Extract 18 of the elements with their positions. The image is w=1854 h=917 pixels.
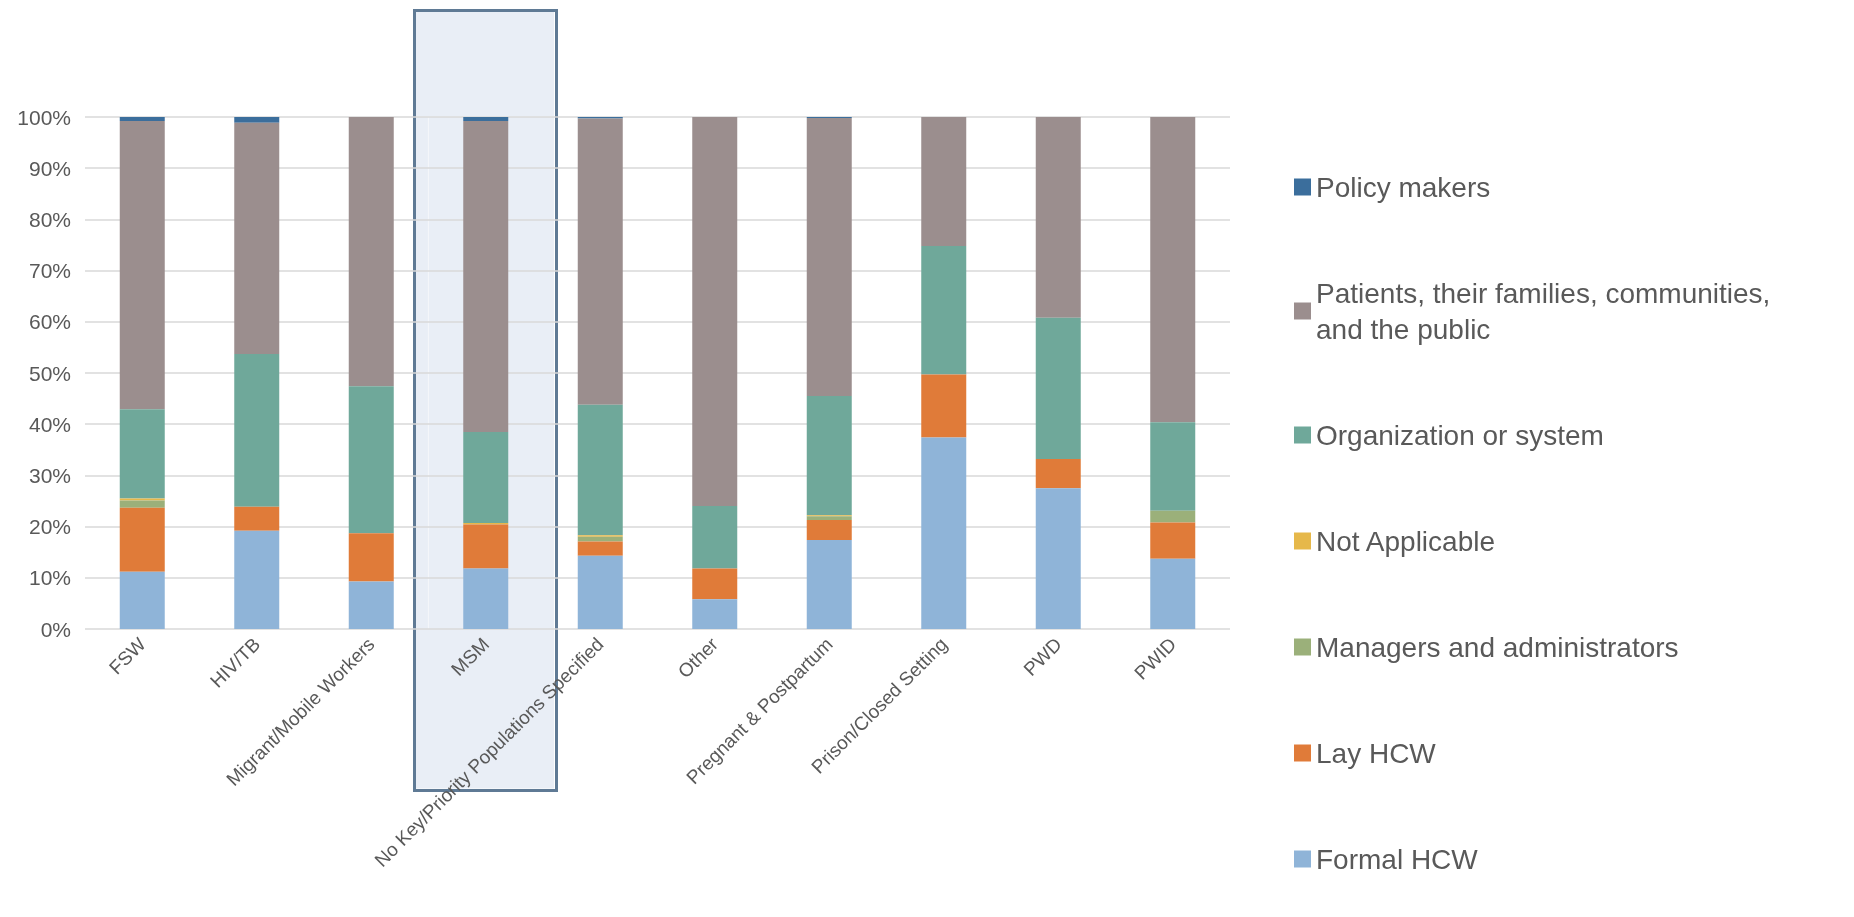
y-tick-label: 50% <box>28 361 71 385</box>
y-tick-label: 100% <box>17 105 71 129</box>
legend-label: Patients, their families, communities, and the public <box>1316 277 1779 345</box>
y-tick-label: 80% <box>28 207 71 231</box>
y-tick-label: 20% <box>28 515 71 539</box>
y-tick-label: 40% <box>28 412 71 436</box>
legend-label: Formal HCW <box>1316 843 1479 875</box>
legend-label: Policy makers <box>1316 171 1491 203</box>
y-tick-label: 0% <box>40 617 71 641</box>
legend-label: Managers and administrators <box>1316 631 1679 663</box>
legend-label: Lay HCW <box>1316 737 1437 769</box>
y-tick-label: 90% <box>28 156 71 180</box>
y-tick-label: 60% <box>28 310 71 334</box>
legend-label: Organization or system <box>1316 419 1604 451</box>
y-tick-label: 30% <box>28 463 71 487</box>
y-tick-label: 70% <box>28 259 71 283</box>
legend-label: Not Applicable <box>1316 525 1496 557</box>
y-tick-label: 10% <box>28 566 71 590</box>
